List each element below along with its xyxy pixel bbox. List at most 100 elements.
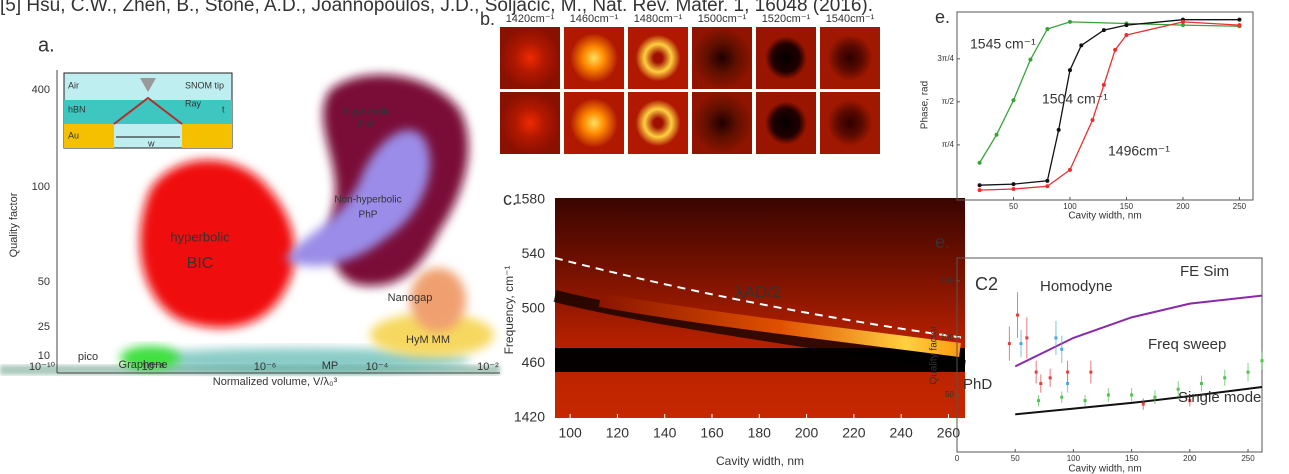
data-point — [1130, 393, 1133, 396]
region-label: pico — [78, 351, 98, 363]
series-line — [1015, 296, 1262, 367]
series-point — [1102, 28, 1106, 32]
mode-image — [564, 92, 624, 154]
y-tick-label: 50 — [945, 390, 954, 399]
inset-label: hBN — [68, 104, 86, 114]
x-tick-label: 220 — [842, 425, 866, 441]
data-point — [1008, 342, 1011, 345]
y-tick-label: π/2 — [942, 97, 955, 106]
series-point — [1102, 83, 1106, 87]
mode-image — [692, 92, 752, 154]
series-point — [1091, 118, 1095, 122]
series-point — [995, 133, 999, 137]
mode-image — [820, 27, 880, 89]
mode-image — [820, 92, 880, 154]
region-label: Nanogap — [388, 292, 433, 304]
series-point — [1011, 98, 1015, 102]
annotation: λAD/2 — [735, 282, 781, 301]
region-label: HyM MM — [406, 334, 450, 346]
series-point — [978, 161, 982, 165]
inset-label: w — [147, 138, 155, 148]
x-tick-label: 50 — [1011, 454, 1020, 463]
data-point — [1049, 376, 1052, 379]
data-point — [1060, 396, 1063, 399]
data-point — [1060, 348, 1063, 351]
column-label: 1460cm⁻¹ — [570, 13, 619, 25]
series-label: Homodyne — [1040, 278, 1113, 295]
region-label: Graphene — [119, 359, 168, 371]
x-tick-label: 10⁻⁴ — [366, 361, 389, 373]
series-point — [1068, 168, 1072, 172]
y-tick-label: 100 — [941, 333, 955, 342]
series-point — [1113, 48, 1117, 52]
x-tick-label: 10⁻¹⁰ — [29, 361, 56, 373]
x-tick-label: 240 — [889, 425, 913, 441]
x-tick-label: 200 — [1176, 202, 1190, 211]
series-label: Freq sweep — [1148, 336, 1226, 353]
data-point — [1153, 396, 1156, 399]
data-point — [1084, 399, 1087, 402]
data-point — [1025, 336, 1028, 339]
y-tick-label: 50 — [38, 276, 50, 288]
y-tick-label: 500 — [522, 300, 546, 316]
x-tick-label: 150 — [1125, 454, 1139, 463]
y-tick-label: 400 — [32, 84, 50, 96]
y-tick-label: 25 — [38, 321, 50, 333]
series-label: 1545 cm⁻¹ — [970, 36, 1036, 52]
inset-label: SNOM tip — [185, 80, 224, 90]
mode-image — [500, 27, 560, 89]
x-axis-label: Cavity width, nm — [716, 454, 804, 468]
series-point — [1237, 18, 1241, 22]
series-point — [1045, 179, 1049, 183]
y-tick-label: 460 — [522, 354, 546, 370]
y-tick-label: 100 — [32, 181, 50, 193]
series-point — [1011, 182, 1015, 186]
x-axis-label: Normalized volume, V/λ₀³ — [213, 376, 338, 388]
series-point — [978, 188, 982, 192]
mode-image — [564, 27, 624, 89]
inset-label: Au — [68, 130, 79, 140]
data-point — [1142, 403, 1145, 406]
y-axis-label: Phase, rad — [920, 81, 931, 129]
y-tick-label: π/4 — [942, 140, 955, 149]
panel-a — [0, 70, 500, 375]
series-point — [1068, 20, 1072, 24]
x-tick-label: 100 — [1067, 454, 1081, 463]
mode-image — [756, 92, 816, 154]
mode-image — [500, 92, 560, 154]
column-label: 1500cm⁻¹ — [698, 13, 747, 25]
y-tick-label: 1420 — [514, 409, 545, 425]
data-point — [1261, 359, 1264, 362]
data-point — [1037, 399, 1040, 402]
series-point — [1124, 23, 1128, 27]
data-point — [1066, 382, 1069, 385]
series-point — [1124, 33, 1128, 37]
mode-image — [692, 27, 752, 89]
y-axis-label: Quality factor — [929, 325, 940, 385]
data-point — [1200, 382, 1203, 385]
series-point — [1057, 128, 1061, 132]
series-point — [1237, 23, 1241, 27]
data-point — [1247, 371, 1250, 374]
data-point — [1035, 371, 1038, 374]
column-label: 1420cm⁻¹ — [506, 13, 555, 25]
region-label: BIC — [187, 255, 214, 272]
series-point — [1045, 27, 1049, 31]
series-point — [1011, 187, 1015, 191]
x-tick-label: 160 — [700, 425, 724, 441]
y-axis-label: Frequency, cm⁻¹ — [502, 266, 516, 355]
region-label: MP — [322, 360, 339, 372]
region-label: Non-hyperbolic — [334, 195, 401, 206]
series-label: FE Sim — [1180, 263, 1229, 280]
x-tick-label: 180 — [748, 425, 772, 441]
x-axis-label: Cavity width, nm — [1068, 464, 1141, 474]
region-label: hyperbolic — [170, 229, 230, 244]
panel-label: e. — [935, 7, 950, 27]
mode-image — [628, 27, 688, 89]
panel-c — [555, 198, 965, 418]
y-tick-label: 150 — [941, 276, 955, 285]
data-point — [1054, 336, 1057, 339]
mode-image — [628, 92, 688, 154]
series-label: PhD — [963, 376, 992, 393]
mode-image — [756, 27, 816, 89]
